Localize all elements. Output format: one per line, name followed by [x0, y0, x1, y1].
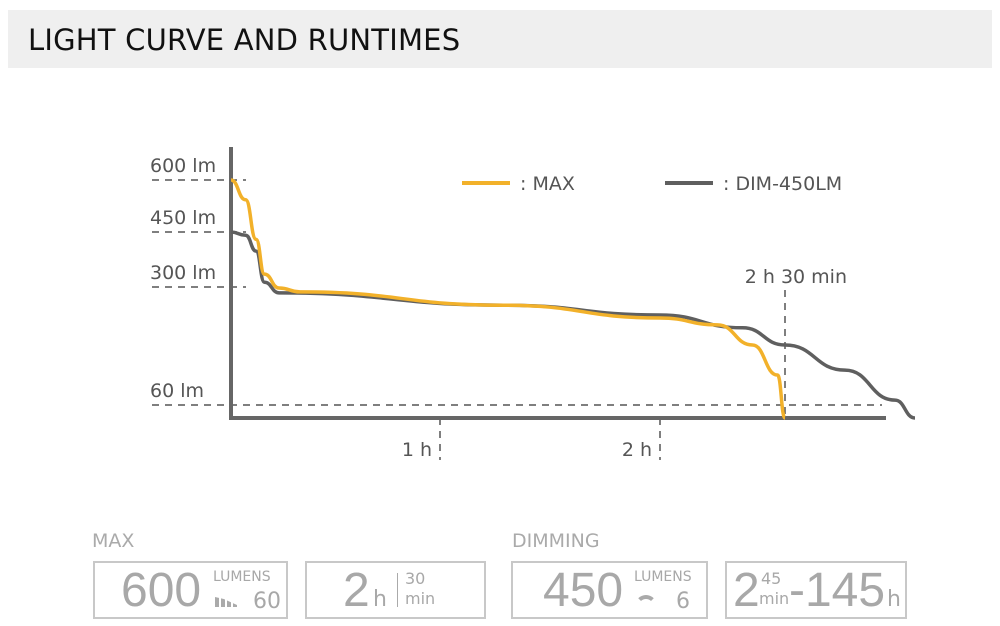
- annotation-label: 2 h 30 min: [745, 266, 847, 288]
- max-label: MAX: [92, 530, 135, 552]
- battery-bars-icon: [215, 597, 237, 607]
- max-lumens: 600: [121, 564, 202, 617]
- max-runtime-box: 2 h 30 min: [305, 561, 486, 619]
- minutes-unit: min: [405, 589, 436, 608]
- legend-label: : MAX: [520, 173, 575, 195]
- minutes-unit: min: [759, 589, 790, 608]
- dimming-lumens: 450: [543, 564, 624, 617]
- header-bar: LIGHT CURVE AND RUNTIMES: [8, 10, 992, 68]
- lumens-unit: LUMENS: [213, 569, 271, 585]
- dimming-runtime-a-minutes: 45: [761, 569, 782, 588]
- max-lumens-box: 600 LUMENS 60: [93, 561, 288, 619]
- divider: [397, 573, 398, 607]
- dimming-lumens-box: 450 LUMENS 6: [511, 561, 708, 619]
- dimming-runtime-a: 2: [733, 564, 760, 617]
- max-runtime-hours: 2: [343, 564, 370, 617]
- x-tick-label: 1 h: [402, 439, 432, 461]
- dimming-arc-icon: [635, 595, 657, 617]
- dimming-runtime-box: 2 45 min -145 h: [725, 561, 907, 619]
- legend-label: : DIM-450LM: [723, 173, 842, 195]
- x-tick-label: 2 h: [622, 439, 652, 461]
- y-tick-label: 450 lm: [150, 207, 216, 229]
- page-title: LIGHT CURVE AND RUNTIMES: [28, 23, 461, 57]
- dimming-label: DIMMING: [512, 530, 600, 552]
- dimming-runtime-b: -145: [789, 564, 886, 617]
- max-low-lumens: 60: [253, 589, 281, 614]
- series-line-dim450lm: [230, 230, 916, 420]
- dimming-low-lumens: 6: [676, 589, 690, 614]
- y-tick-label: 600 lm: [150, 155, 216, 177]
- y-tick-label: 300 lm: [150, 262, 216, 284]
- series-line-max: [230, 178, 787, 420]
- hours-unit: h: [887, 587, 901, 612]
- lumens-unit: LUMENS: [634, 569, 692, 585]
- y-tick-label: 60 lm: [150, 380, 204, 402]
- hours-unit: h: [373, 587, 387, 612]
- max-runtime-minutes: 30: [405, 569, 426, 588]
